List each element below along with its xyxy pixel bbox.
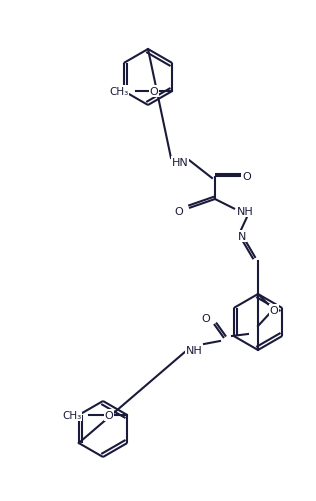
Text: O: O	[175, 206, 183, 216]
Text: CH₃: CH₃	[109, 87, 128, 97]
Text: HN: HN	[172, 158, 188, 168]
Text: O: O	[202, 313, 210, 323]
Text: NH: NH	[237, 206, 253, 216]
Text: O: O	[150, 87, 159, 97]
Text: O: O	[105, 410, 114, 420]
Text: N: N	[238, 231, 246, 241]
Text: CH₃: CH₃	[62, 410, 81, 420]
Text: NH: NH	[185, 345, 202, 355]
Text: O: O	[243, 172, 251, 182]
Text: O: O	[270, 306, 278, 315]
